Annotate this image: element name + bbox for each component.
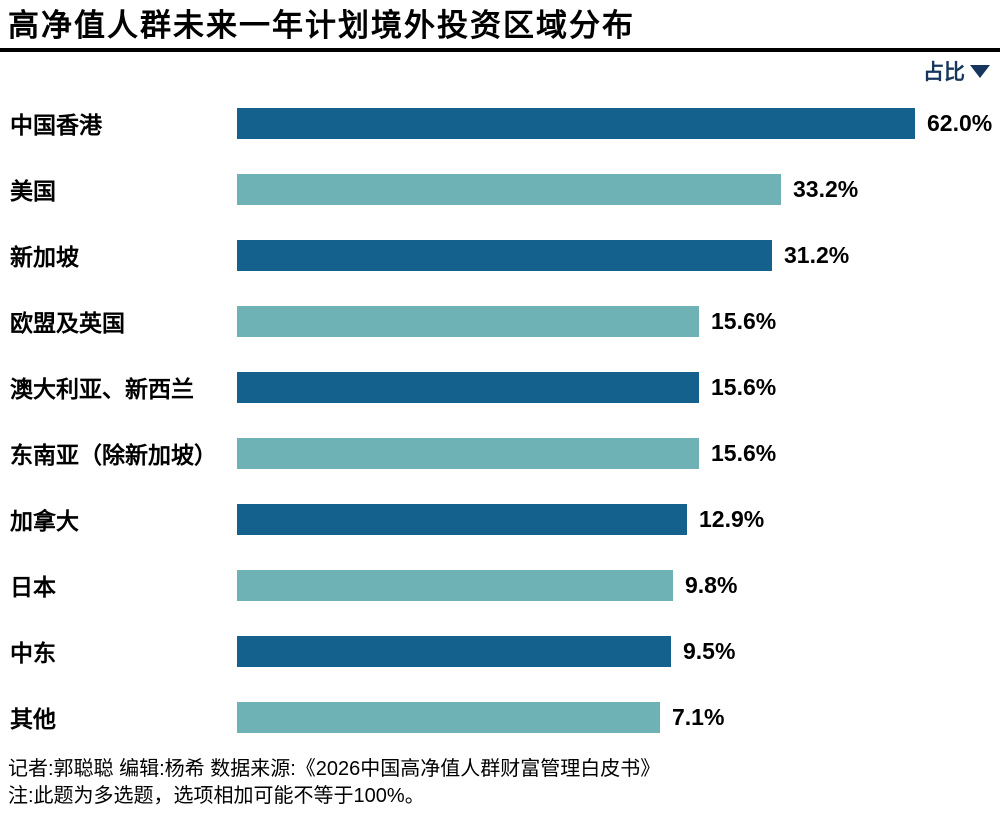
bar-value-label: 7.1% bbox=[672, 703, 725, 730]
sort-label: 占比 bbox=[923, 61, 965, 84]
bar bbox=[237, 173, 781, 205]
bar-category-label: 美国 bbox=[10, 178, 56, 204]
bar-value-label: 33.2% bbox=[793, 175, 859, 202]
bar-row: 日本 9.8% bbox=[0, 552, 1000, 618]
bar bbox=[237, 107, 915, 139]
bar bbox=[237, 635, 671, 667]
bar-row: 中东 9.5% bbox=[0, 618, 1000, 684]
bar bbox=[237, 305, 699, 337]
bar bbox=[237, 437, 699, 469]
bar-category-label: 东南亚（除新加坡） bbox=[10, 442, 217, 468]
bar bbox=[237, 569, 673, 601]
bar-category-label: 澳大利亚、新西兰 bbox=[10, 376, 194, 402]
bar-category-label: 日本 bbox=[10, 574, 56, 600]
bar bbox=[237, 503, 687, 535]
bar-category-label: 新加坡 bbox=[10, 244, 79, 270]
bar-category-label: 其他 bbox=[10, 706, 56, 732]
footer: 记者:郭聪聪 编辑:杨希 数据来源:《2026中国高净值人群财富管理白皮书》 注… bbox=[0, 756, 1000, 810]
bar-row: 中国香港 62.0% bbox=[0, 90, 1000, 156]
bar-value-label: 15.6% bbox=[711, 373, 777, 400]
legend-row: 占比 bbox=[0, 52, 1000, 90]
note-line: 注:此题为多选题，选项相加可能不等于100%。 bbox=[8, 785, 425, 807]
bar-row: 东南亚（除新加坡） 15.6% bbox=[0, 420, 1000, 486]
bar bbox=[237, 701, 660, 733]
bar-category-label: 加拿大 bbox=[10, 508, 79, 534]
bar-row: 加拿大 12.9% bbox=[0, 486, 1000, 552]
bar-category-label: 中东 bbox=[10, 640, 56, 666]
title-divider bbox=[0, 48, 1000, 52]
sort-desc-icon bbox=[970, 64, 990, 78]
bar-row: 美国 33.2% bbox=[0, 156, 1000, 222]
page-title: 高净值人群未来一年计划境外投资区域分布 bbox=[8, 8, 635, 43]
bar-value-label: 9.5% bbox=[683, 637, 736, 664]
bar-row: 欧盟及英国 15.6% bbox=[0, 288, 1000, 354]
bar-value-label: 15.6% bbox=[711, 307, 777, 334]
bar-value-label: 9.8% bbox=[685, 571, 738, 598]
bar-value-label: 31.2% bbox=[784, 241, 850, 268]
credits-line: 记者:郭聪聪 编辑:杨希 数据来源:《2026中国高净值人群财富管理白皮书》 bbox=[8, 758, 661, 780]
bar-chart: 中国香港 62.0% 美国 33.2% 新加坡 31.2% 欧盟及英国 15.6% 澳大利亚、新… bbox=[0, 90, 1000, 750]
bar-row: 其他 7.1% bbox=[0, 684, 1000, 750]
bar-value-label: 15.6% bbox=[711, 439, 777, 466]
bar bbox=[237, 239, 772, 271]
bar-row: 新加坡 31.2% bbox=[0, 222, 1000, 288]
bar-category-label: 欧盟及英国 bbox=[10, 310, 125, 336]
bar-row: 澳大利亚、新西兰 15.6% bbox=[0, 354, 1000, 420]
bar bbox=[237, 371, 699, 403]
header: 高净值人群未来一年计划境外投资区域分布 bbox=[0, 0, 1000, 52]
bar-category-label: 中国香港 bbox=[10, 112, 102, 138]
bar-value-label: 12.9% bbox=[699, 505, 765, 532]
bar-value-label: 62.0% bbox=[927, 109, 993, 136]
